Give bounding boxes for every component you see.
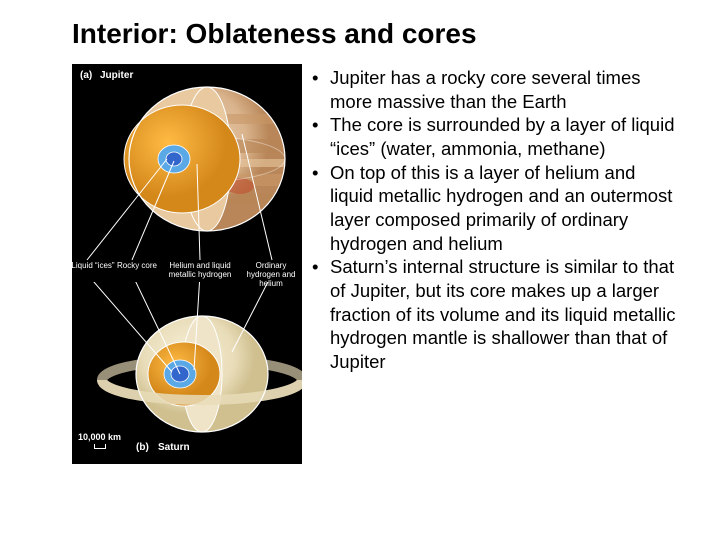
figure-box: (a) Jupiter	[72, 64, 302, 464]
panel-b-name: Saturn	[158, 442, 190, 453]
bullet-list: Jupiter has a rocky core several times m…	[312, 66, 676, 374]
content-row: (a) Jupiter	[72, 64, 676, 514]
label-metallic: Helium and liquid metallic hydrogen	[164, 262, 236, 280]
scale-bracket-icon	[94, 444, 106, 449]
scale-text: 10,000 km	[78, 432, 121, 442]
figure-column: (a) Jupiter	[72, 64, 302, 514]
text-column: Jupiter has a rocky core several times m…	[312, 64, 676, 514]
panel-b-tag: (b)	[136, 442, 149, 453]
slide-title: Interior: Oblateness and cores	[72, 18, 676, 50]
list-item: The core is surrounded by a layer of liq…	[312, 113, 676, 160]
list-item: Jupiter has a rocky core several times m…	[312, 66, 676, 113]
jupiter-diagram	[72, 64, 302, 264]
list-item: On top of this is a layer of helium and …	[312, 161, 676, 256]
label-rocky: Rocky core	[112, 262, 162, 271]
list-item: Saturn’s internal structure is similar t…	[312, 255, 676, 373]
